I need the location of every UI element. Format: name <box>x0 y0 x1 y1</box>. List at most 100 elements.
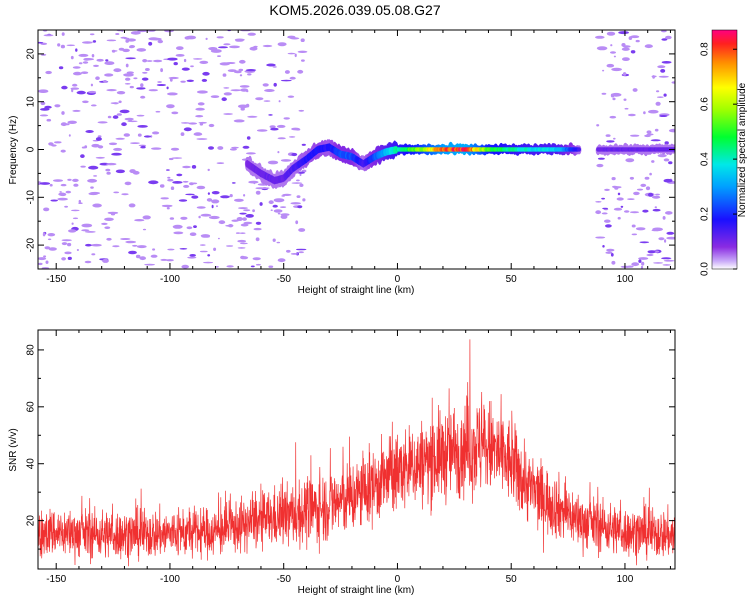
noise-speckle <box>168 76 179 80</box>
noise-speckle <box>156 84 167 86</box>
noise-speckle <box>85 243 92 247</box>
noise-speckle <box>272 204 278 208</box>
noise-speckle <box>646 253 654 257</box>
noise-speckle <box>125 240 137 244</box>
noise-speckle <box>91 253 96 256</box>
noise-speckle <box>298 228 306 232</box>
noise-speckle <box>196 138 208 140</box>
noise-speckle <box>91 243 102 247</box>
noise-speckle <box>61 32 65 36</box>
noise-speckle <box>623 98 627 101</box>
noise-speckle <box>112 115 119 119</box>
noise-speckle <box>661 257 672 260</box>
noise-speckle <box>70 55 74 60</box>
noise-speckle <box>596 46 608 51</box>
noise-speckle <box>167 57 178 61</box>
noise-speckle <box>128 250 137 255</box>
noise-speckle <box>73 71 82 76</box>
noise-speckle <box>106 171 111 175</box>
noise-speckle <box>278 100 281 103</box>
noise-speckle <box>166 169 170 171</box>
noise-speckle <box>215 266 219 268</box>
noise-speckle <box>90 104 97 107</box>
noise-speckle <box>240 223 249 227</box>
noise-speckle <box>68 229 77 233</box>
noise-speckle <box>233 119 245 123</box>
noise-speckle <box>49 183 53 187</box>
noise-speckle <box>105 59 109 62</box>
spectrogram-y-tick-label: 20 <box>26 48 37 60</box>
noise-speckle <box>239 74 243 77</box>
noise-speckle <box>238 207 248 210</box>
noise-speckle <box>651 160 655 163</box>
noise-speckle <box>132 244 138 247</box>
noise-speckle <box>140 95 146 99</box>
noise-speckle <box>268 200 274 205</box>
noise-speckle <box>68 134 71 137</box>
noise-speckle <box>610 253 614 257</box>
spectrogram-marks <box>38 30 675 269</box>
noise-speckle <box>595 210 602 215</box>
noise-speckle <box>110 102 120 104</box>
noise-speckle <box>171 157 183 159</box>
noise-speckle <box>642 209 649 213</box>
noise-speckle <box>302 198 306 202</box>
noise-speckle <box>235 39 244 42</box>
noise-speckle <box>103 80 107 83</box>
noise-speckle <box>629 176 635 180</box>
noise-speckle <box>167 92 178 96</box>
noise-speckle <box>92 40 97 43</box>
noise-speckle <box>239 59 246 64</box>
noise-speckle <box>671 81 675 84</box>
noise-speckle <box>175 54 185 57</box>
spectrogram-x-tick-label: 0 <box>395 274 401 285</box>
noise-speckle <box>635 39 640 43</box>
noise-speckle <box>280 79 292 82</box>
spectrogram-x-tick-label: -150 <box>46 274 66 285</box>
noise-speckle <box>40 108 50 111</box>
noise-speckle <box>148 180 159 185</box>
noise-speckle <box>137 125 148 128</box>
noise-speckle <box>635 227 646 231</box>
noise-speckle <box>64 251 72 255</box>
noise-speckle <box>284 70 290 74</box>
noise-speckle <box>610 44 613 47</box>
noise-speckle <box>81 223 93 228</box>
noise-speckle <box>645 186 651 191</box>
noise-speckle <box>663 93 667 97</box>
noise-speckle <box>208 146 214 150</box>
colorbar-tick-label: 0.4 <box>700 152 711 166</box>
noise-speckle <box>223 113 233 115</box>
colorbar-gradient <box>711 29 738 270</box>
noise-speckle <box>125 77 131 81</box>
noise-speckle <box>88 192 99 196</box>
noise-speckle <box>237 247 246 249</box>
noise-speckle <box>605 134 611 137</box>
noise-speckle <box>182 180 189 183</box>
noise-speckle <box>123 73 134 77</box>
noise-speckle <box>157 39 163 44</box>
noise-speckle <box>111 152 122 156</box>
noise-speckle <box>90 83 93 87</box>
noise-speckle <box>121 193 129 196</box>
noise-speckle <box>173 231 184 235</box>
noise-speckle <box>605 251 613 254</box>
noise-speckle <box>255 263 261 266</box>
noise-speckle <box>297 50 308 53</box>
noise-speckle <box>196 185 206 190</box>
noise-speckle <box>61 257 66 261</box>
noise-speckle <box>78 202 83 204</box>
noise-speckle <box>119 48 122 51</box>
noise-speckle <box>39 114 49 117</box>
noise-speckle <box>255 221 262 225</box>
noise-speckle <box>139 256 146 261</box>
noise-speckle <box>631 262 640 267</box>
noise-speckle <box>159 184 165 188</box>
noise-speckle <box>161 204 173 208</box>
noise-speckle <box>280 159 292 162</box>
noise-speckle <box>171 111 179 115</box>
noise-speckle <box>617 192 621 196</box>
noise-speckle <box>123 133 130 137</box>
noise-speckle <box>71 88 74 93</box>
noise-speckle <box>160 197 169 200</box>
